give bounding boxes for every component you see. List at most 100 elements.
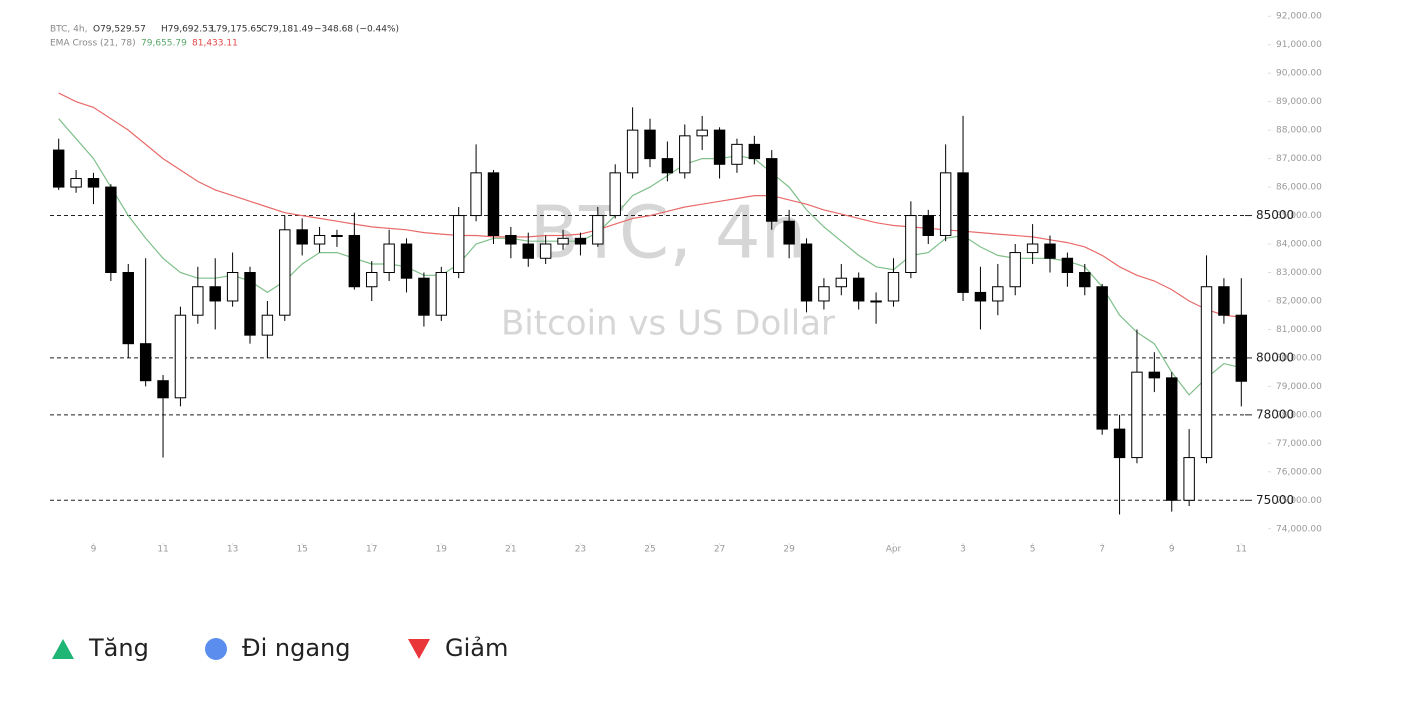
candle-body bbox=[1235, 314, 1248, 382]
candle-body bbox=[522, 243, 534, 259]
level-label: 85000 bbox=[1256, 208, 1294, 222]
legend-marker bbox=[205, 638, 227, 660]
candle-body bbox=[1218, 286, 1230, 316]
y-tick-label: 77,000.00 bbox=[1276, 439, 1322, 449]
candle-body bbox=[644, 129, 656, 160]
y-tick-label: 75,000.00 bbox=[1276, 496, 1322, 506]
candle-body bbox=[244, 272, 256, 336]
candle-body bbox=[331, 234, 343, 237]
candle-body bbox=[139, 343, 152, 382]
candle-body bbox=[1061, 257, 1074, 273]
header: BTC, 4h, O79,529.57 H79,692.53 L79,175.6… bbox=[50, 25, 399, 49]
y-tick-label: 74,000.00 bbox=[1276, 524, 1322, 534]
candle-body bbox=[1113, 428, 1126, 459]
x-tick-label: 25 bbox=[644, 545, 655, 555]
low: L79,175.65 bbox=[211, 25, 262, 35]
level-label: 75000 bbox=[1256, 493, 1294, 507]
y-tick-label: 89,000.00 bbox=[1276, 97, 1322, 107]
candle-body bbox=[226, 272, 239, 302]
candle-body bbox=[818, 286, 830, 302]
candle-body bbox=[557, 237, 569, 245]
watermark-subtitle: Bitcoin vs US Dollar bbox=[501, 304, 835, 344]
x-tick-label: 21 bbox=[505, 545, 516, 555]
candle-body bbox=[174, 314, 187, 399]
candle-body bbox=[922, 215, 934, 236]
y-tick-label: 86,000.00 bbox=[1276, 183, 1322, 193]
y-tick-label: 90,000.00 bbox=[1276, 69, 1322, 79]
candle-body bbox=[366, 272, 378, 288]
candle-body bbox=[122, 272, 134, 345]
ema-line bbox=[58, 118, 1242, 396]
candle-body bbox=[209, 286, 221, 302]
watermark-title: BTC, 4h bbox=[530, 191, 807, 275]
candle-body bbox=[470, 172, 482, 217]
y-tick-label: 92,000.00 bbox=[1276, 12, 1322, 22]
legend-label: Đi ngang bbox=[242, 634, 351, 662]
candle-body bbox=[1200, 286, 1213, 459]
candle-body bbox=[574, 237, 587, 245]
legend-label: Tăng bbox=[88, 634, 149, 662]
y-tick-label: 79,000.00 bbox=[1276, 382, 1322, 392]
candle-body bbox=[418, 277, 430, 316]
slow-value: 81,433.11 bbox=[192, 39, 238, 49]
legend-marker bbox=[408, 639, 430, 659]
candle-body bbox=[887, 272, 900, 302]
candle-body bbox=[957, 172, 969, 293]
candle-body bbox=[105, 186, 117, 273]
candle-body bbox=[696, 129, 708, 137]
candle-body bbox=[783, 220, 795, 245]
level-label: 80000 bbox=[1256, 350, 1294, 364]
candle-body bbox=[905, 215, 917, 273]
candle-body bbox=[52, 149, 65, 188]
x-tick-label: 11 bbox=[157, 545, 168, 555]
candle-body bbox=[192, 286, 204, 316]
candle-body bbox=[748, 143, 761, 160]
candle-body bbox=[87, 178, 100, 188]
candle-body bbox=[1131, 371, 1143, 459]
candle-body bbox=[400, 243, 413, 279]
candle-body bbox=[1148, 371, 1161, 379]
candle-body bbox=[279, 229, 291, 316]
candle-body bbox=[609, 172, 621, 217]
candle-body bbox=[1183, 457, 1195, 501]
candle-body bbox=[626, 129, 639, 174]
y-tick-label: 88,000.00 bbox=[1276, 126, 1322, 136]
candle-body bbox=[539, 243, 552, 259]
candle-body bbox=[452, 215, 465, 273]
x-tick-label: 27 bbox=[714, 545, 725, 555]
open: O79,529.57 bbox=[93, 25, 146, 35]
y-tick-label: 83,000.00 bbox=[1276, 268, 1322, 278]
x-tick-label: 9 bbox=[91, 545, 97, 555]
x-tick-label: 5 bbox=[1030, 545, 1036, 555]
candle-body bbox=[852, 277, 865, 302]
candle-body bbox=[296, 229, 308, 245]
candle-body bbox=[835, 277, 848, 288]
candle-body bbox=[974, 291, 987, 302]
candle-body bbox=[261, 314, 274, 336]
candle-body bbox=[679, 135, 691, 174]
y-tick-label: 91,000.00 bbox=[1276, 40, 1322, 50]
legend-label: Giảm bbox=[445, 634, 508, 662]
x-tick-label: 17 bbox=[366, 545, 377, 555]
candle-body bbox=[505, 234, 517, 245]
x-tick-label: 11 bbox=[1236, 545, 1247, 555]
candle-body bbox=[313, 234, 326, 245]
candle-body bbox=[939, 172, 952, 236]
indicator: EMA Cross (21, 78) bbox=[50, 39, 136, 49]
y-tick-label: 76,000.00 bbox=[1276, 467, 1322, 477]
candle-body bbox=[766, 158, 778, 222]
candle-body bbox=[870, 300, 882, 303]
candle-body bbox=[713, 129, 726, 165]
x-tick-label: 7 bbox=[1099, 545, 1105, 555]
fast-value: 79,655.79 bbox=[141, 39, 187, 49]
candle-body bbox=[70, 178, 82, 188]
candle-body bbox=[1044, 243, 1056, 259]
x-tick-label: 23 bbox=[575, 545, 586, 555]
x-tick-label: 9 bbox=[1169, 545, 1175, 555]
candle-body bbox=[1009, 252, 1021, 288]
y-tick-label: 80,000.00 bbox=[1276, 353, 1322, 363]
ema-line bbox=[58, 92, 1242, 318]
x-tick-label: 3 bbox=[960, 545, 966, 555]
